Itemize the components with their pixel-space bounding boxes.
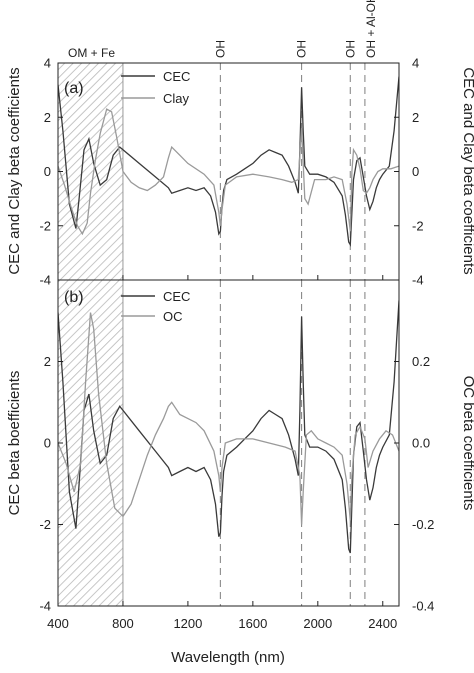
annotation-vline-1400: OH [213,40,227,58]
x-tick-label: 2000 [303,616,332,631]
panel-a-ytick-left-label: -2 [39,218,51,233]
panel-a-shade [58,63,123,280]
panel-a-y-axis-left-title: CEC and Clay beta coefficients [6,67,23,274]
panel-b-ytick-left-label: 0 [44,436,51,451]
panel-b-ytick-right-label: -0.4 [412,599,434,614]
legend-a-cec-label: CEC [163,69,190,84]
panel-b: -4 -2 0 2 -0.4 -0.2 0.0 0.2 (b) CEC OC [39,280,434,614]
panel-b-ytick-left-label: -4 [39,599,51,614]
x-tick-label: 2400 [368,616,397,631]
x-axis-title: Wavelength (nm) [171,649,285,666]
panel-b-legend: CEC OC [121,289,190,324]
panel-a: OM + Fe OH OH OH OH + Al-OH -4 -2 0 2 4 -4 -2 0 2 4 (… [39,0,423,288]
panel-b-frame [57,279,400,607]
panel-b-ytick-left-label: -2 [39,517,51,532]
annotation-vline-2200: OH [343,40,357,58]
panel-b-y-axis-right-title: OC beta coefficients [460,376,474,511]
panel-a-series-clay [58,108,399,236]
panel-b-shade [58,280,123,606]
panel-b-ytick-right-label: -0.2 [412,517,434,532]
panel-b-series-oc [58,312,399,525]
panel-b-ytick-right-label: 0.0 [412,436,430,451]
panel-a-ytick-right-label: -2 [412,218,424,233]
panel-b-label: (b) [64,289,84,306]
panel-b-ytick-right-label: 0.2 [412,354,430,369]
panel-a-label: (a) [64,80,84,97]
annotation-om-fe: OM + Fe [68,46,115,60]
panel-a-y-axis-right-title: CEC and Clay beta coefficients [460,67,474,274]
x-tick-label: 1200 [173,616,202,631]
legend-b-oc-label: OC [163,309,183,324]
annotation-vline-1900: OH [295,40,309,58]
panel-a-ytick-left-label: 2 [44,110,51,125]
panel-b-series-cec [58,300,399,554]
annotation-vline-2290: OH + Al-OH [364,0,378,58]
panel-b-y-axis-left-title: CEC beta boefficients [6,371,23,516]
panel-a-annotations: OM + Fe OH OH OH OH + Al-OH [68,0,378,60]
legend-b-cec-label: CEC [163,289,190,304]
panel-a-ytick-left-label: -4 [39,273,51,288]
panel-b-ytick-left-label: 2 [44,354,51,369]
legend-a-clay-label: Clay [163,91,190,106]
panel-b-vlines [122,280,366,606]
panel-a-ytick-left-label: 4 [44,56,51,71]
x-tick-label: 400 [47,616,69,631]
x-tick-label: 1600 [238,616,267,631]
panel-a-ytick-right-label: -4 [412,273,424,288]
panel-a-ytick-right-label: 4 [412,56,419,71]
panel-a-ytick-right-label: 2 [412,110,419,125]
panel-a-ytick-left-label: 0 [44,164,51,179]
x-axis-ticks: 400 800 1200 1600 2000 2400 [47,616,397,631]
panel-b-ticks: -4 -2 0 2 -0.4 -0.2 0.0 0.2 [39,354,434,614]
panel-a-ytick-right-label: 0 [412,164,419,179]
panel-a-vlines [122,63,366,280]
panel-a-legend: CEC Clay [121,69,190,106]
x-tick-label: 800 [112,616,134,631]
